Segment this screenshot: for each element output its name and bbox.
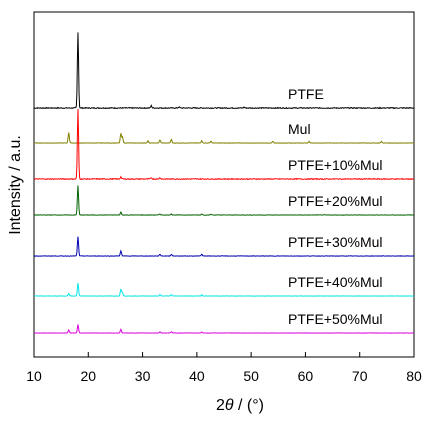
series-label: PTFE+30%Mul <box>288 234 383 250</box>
series-label: PTFE+10%Mul <box>288 157 383 173</box>
trace-mul <box>33 132 415 144</box>
series-label: Mul <box>288 121 311 137</box>
series-label: PTFE <box>288 86 324 102</box>
x-tick-label: 30 <box>135 368 151 384</box>
x-axis-label-unit: / (°) <box>234 397 264 414</box>
x-axis-label-theta: θ <box>225 397 234 414</box>
x-tick-label: 10 <box>26 368 42 384</box>
traces <box>33 32 415 334</box>
x-tick-label: 70 <box>352 368 368 384</box>
x-axis-label-base: 2 <box>216 397 225 414</box>
x-ticks: 10 20 30 40 50 60 70 80 <box>26 352 422 384</box>
x-tick-label: 80 <box>406 368 422 384</box>
series-label: PTFE+20%Mul <box>288 193 383 209</box>
x-tick-label: 40 <box>189 368 205 384</box>
y-axis-label: Intensity / a.u. <box>7 135 24 235</box>
x-tick-label: 60 <box>298 368 314 384</box>
trace-ptfe-20-mul <box>33 185 415 216</box>
x-tick-label: 20 <box>80 368 96 384</box>
x-tick-label: 50 <box>243 368 259 384</box>
trace-ptfe-10-mul <box>33 108 415 181</box>
plot-frame <box>33 11 415 358</box>
series-label: PTFE+40%Mul <box>288 274 383 290</box>
x-axis-label: 2θ / (°) <box>216 397 264 414</box>
series-label: PTFE+50%Mul <box>288 311 383 327</box>
trace-ptfe <box>33 32 415 110</box>
trace-ptfe-50-mul <box>33 324 415 334</box>
trace-ptfe-30-mul <box>33 236 415 257</box>
trace-ptfe-40-mul <box>33 282 415 297</box>
series-labels: PTFE Mul PTFE+10%Mul PTFE+20%Mul PTFE+30%Mul… <box>288 86 383 327</box>
